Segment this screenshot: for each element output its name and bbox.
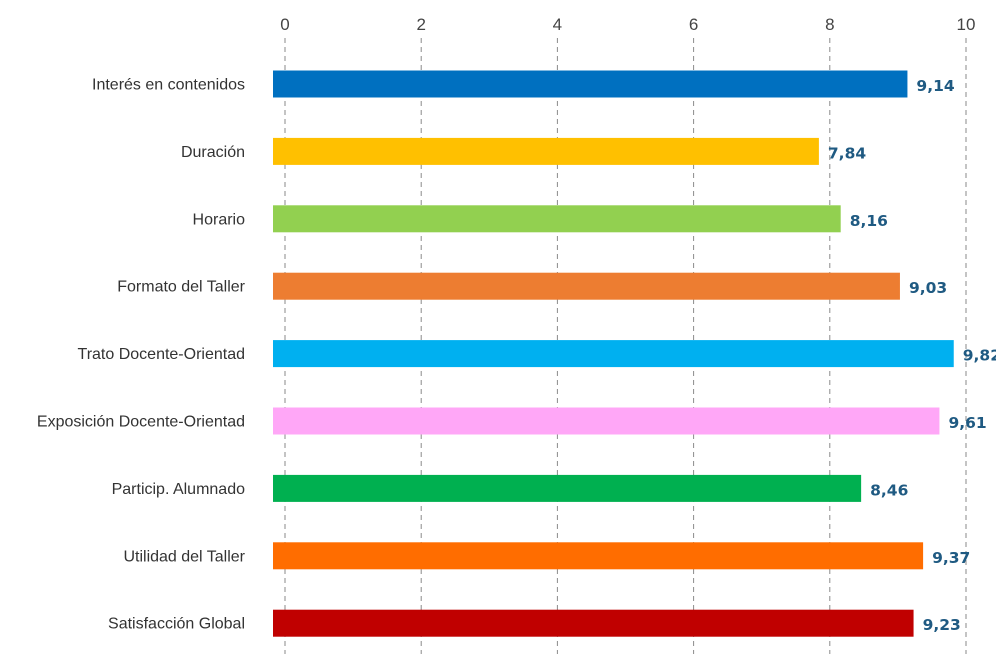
category-label-9: Satisfacción Global [108,616,245,633]
x-tick-label-2: 2 [416,15,425,34]
category-label-8: Utilidad del Taller [123,548,245,565]
bar-9 [273,609,914,637]
value-label-6: 9,61 [948,414,986,432]
value-label-4: 9,03 [909,279,947,297]
bar-8 [273,542,924,570]
category-label-7: Particip. Alumnado [112,481,246,498]
bar-3 [273,205,841,233]
category-label-5: Trato Docente-Orientad [78,346,245,363]
value-labels: 9,14 7,84 8,16 9,03 9,82 9,61 8,46 9,37 9,23 [828,77,996,634]
x-tick-label-6: 6 [689,15,698,34]
bar-1 [273,70,908,98]
bar-2 [273,137,819,165]
category-label-2: Duración [181,144,245,161]
value-label-2: 7,84 [828,144,866,162]
value-label-5: 9,82 [963,347,996,365]
x-tick-label-8: 8 [825,15,834,34]
x-axis-ticks: 0 2 4 6 8 10 [280,15,975,34]
bar-5 [273,340,954,368]
value-label-7: 8,46 [870,481,908,499]
x-tick-label-0: 0 [280,15,289,34]
bar-6 [273,407,940,435]
value-label-3: 8,16 [850,212,888,230]
value-label-9: 9,23 [923,616,961,634]
value-label-1: 9,14 [916,77,954,95]
x-tick-label-4: 4 [553,15,562,34]
category-label-3: Horario [193,211,246,228]
bar-7 [273,474,862,502]
category-labels: Interés en contenidos Duración Horario Form… [37,77,246,633]
bars [273,70,954,637]
category-label-6: Exposición Docente-Orientad [37,414,245,431]
bar-4 [273,272,900,300]
category-label-4: Formato del Taller [117,279,245,296]
value-label-8: 9,37 [932,549,970,567]
x-tick-label-10: 10 [957,15,976,34]
category-label-1: Interés en contenidos [92,77,245,94]
